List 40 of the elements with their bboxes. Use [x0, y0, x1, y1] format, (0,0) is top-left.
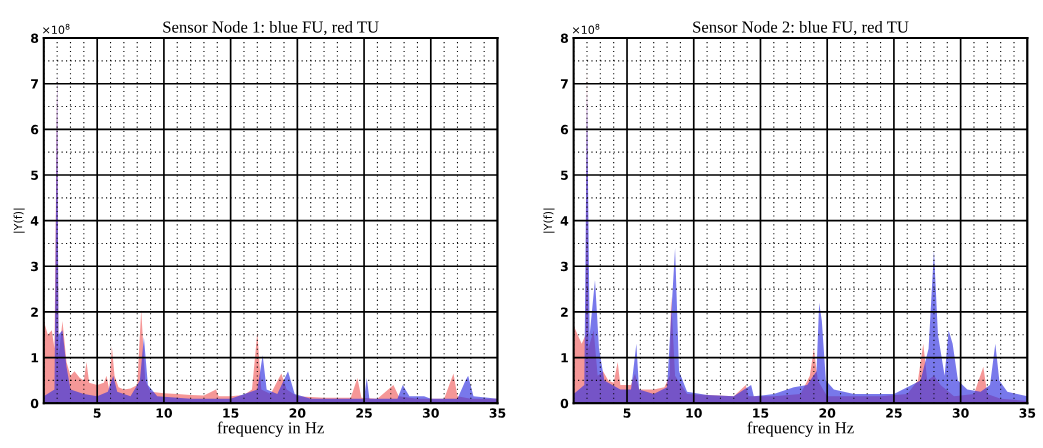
y-tick-label: 2 — [561, 307, 568, 317]
y-tick-label: 5 — [31, 170, 39, 180]
x-tick-label: 5 — [623, 408, 631, 418]
y-tick-label: 0 — [30, 398, 39, 409]
chart-title: Sensor Node 1: blue FU, red TU — [163, 20, 379, 36]
x-tick-label: 30 — [952, 408, 969, 418]
x-tick-label: 15 — [223, 408, 239, 418]
x-tick-label: 35 — [489, 408, 506, 418]
y-tick-label: 8 — [31, 33, 39, 44]
y-tick-label: 8 — [560, 33, 569, 44]
x-tick-label: 10 — [156, 408, 172, 418]
x-axis-title: frequency in Hz — [747, 421, 854, 437]
y-tick-label: 4 — [30, 216, 39, 226]
y-tick-label: 2 — [31, 307, 38, 317]
y-axis-title: |Y(f)| — [13, 208, 25, 233]
x-tick-label: 25 — [886, 408, 902, 418]
y-tick-label: 3 — [560, 261, 568, 272]
y-tick-label: 5 — [561, 170, 568, 180]
y-tick-label: 7 — [31, 79, 38, 89]
x-tick-label: 30 — [422, 408, 439, 418]
x-tick-label: 5 — [93, 408, 101, 418]
y-tick-label: 1 — [31, 353, 39, 363]
text: ×10$^{8}$ — [572, 23, 600, 35]
x-tick-label: 10 — [686, 408, 702, 418]
y-axis-title: |Y(f)| — [543, 208, 555, 233]
y-tick-label: 6 — [560, 124, 569, 135]
y-tick-label: 3 — [31, 261, 38, 272]
y-tick-label: 6 — [31, 124, 39, 135]
x-tick-label: 25 — [356, 408, 372, 418]
y-tick-label: 1 — [561, 353, 568, 363]
x-axis-title: frequency in Hz — [217, 421, 324, 437]
chart-title: Sensor Node 2: blue FU, red TU — [693, 20, 909, 36]
x-tick-label: 20 — [819, 408, 836, 418]
x-tick-label: 20 — [289, 408, 306, 418]
text: ×10$^{8}$ — [43, 23, 70, 35]
y-tick-label: 4 — [560, 216, 569, 226]
x-tick-label: 35 — [1019, 408, 1036, 418]
x-tick-label: 15 — [753, 408, 769, 418]
y-tick-label: 7 — [560, 79, 568, 89]
y-tick-label: 0 — [560, 398, 569, 409]
